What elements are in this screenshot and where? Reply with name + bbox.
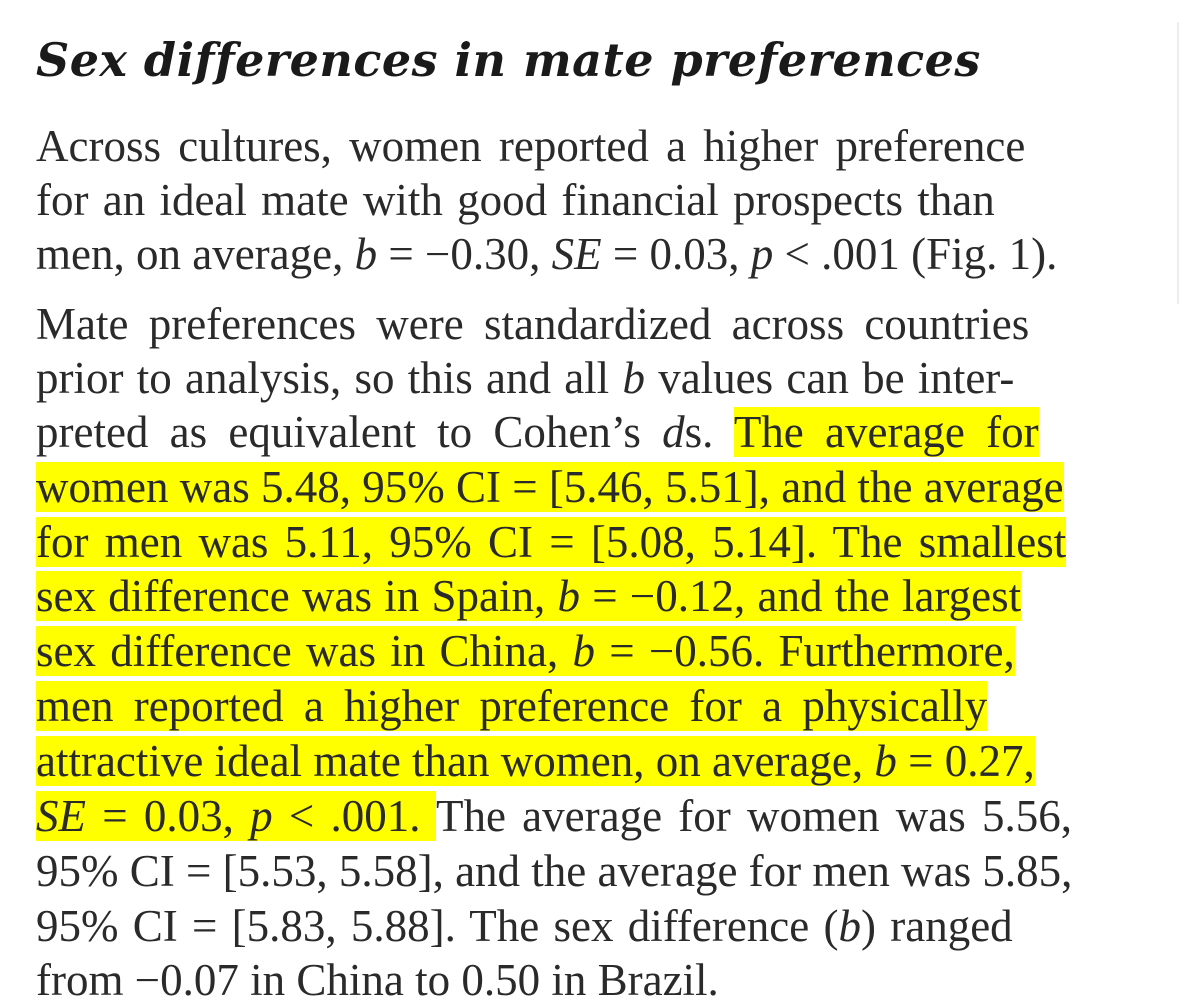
column-rule	[1177, 22, 1179, 304]
paragraph-line: Mate preferences were standardized acros…	[36, 299, 1030, 349]
highlighted-text: for men was 5.11, 95% CI = [5.08, 5.14].…	[36, 517, 1067, 567]
paragraph-line: men reported a higher preference for a p…	[36, 679, 988, 733]
paragraph-line: SE = 0.03, p < .001. The average for wom…	[36, 791, 1072, 841]
highlighted-text: sex difference was in China, b = −0.56. …	[36, 626, 1015, 676]
paragraph-line: prior to analysis, so this and all b val…	[36, 353, 1015, 403]
paragraph-line: for men was 5.11, 95% CI = [5.08, 5.14].…	[36, 515, 1067, 569]
paragraph-line: attractive ideal mate than women, on ave…	[36, 734, 1035, 788]
highlighted-text: women was 5.48, 95% CI = [5.46, 5.51], a…	[36, 462, 1064, 512]
paragraph-line: sex difference was in China, b = −0.56. …	[36, 624, 1015, 678]
paragraph-line: preted as equivalent to Cohen’s ds. The …	[36, 407, 1039, 457]
highlighted-text: sex difference was in Spain, b = −0.12, …	[36, 571, 1022, 621]
paragraph-line: 95% CI = [5.83, 5.88]. The sex differenc…	[36, 901, 1013, 951]
highlighted-text: The average for	[733, 407, 1039, 457]
paragraph-line: women was 5.48, 95% CI = [5.46, 5.51], a…	[36, 460, 1064, 514]
highlighted-text: SE = 0.03, p < .001.	[36, 791, 436, 841]
paragraph-line: Across cultures, women reported a higher…	[36, 121, 1026, 171]
paragraph-line: 95% CI = [5.53, 5.58], and the average f…	[36, 846, 1073, 896]
section-heading: Sex differences in mate preferences	[36, 33, 981, 87]
paragraph-line: men, on average, b = −0.30, SE = 0.03, p…	[36, 229, 1058, 279]
paragraph-line: for an ideal mate with good financial pr…	[36, 175, 995, 225]
paragraph-line: sex difference was in Spain, b = −0.12, …	[36, 569, 1022, 623]
highlighted-text: men reported a higher preference for a p…	[36, 681, 988, 731]
highlighted-text: attractive ideal mate than women, on ave…	[36, 736, 1035, 786]
paragraph-line: from −0.07 in China to 0.50 in Brazil.	[36, 955, 719, 1005]
